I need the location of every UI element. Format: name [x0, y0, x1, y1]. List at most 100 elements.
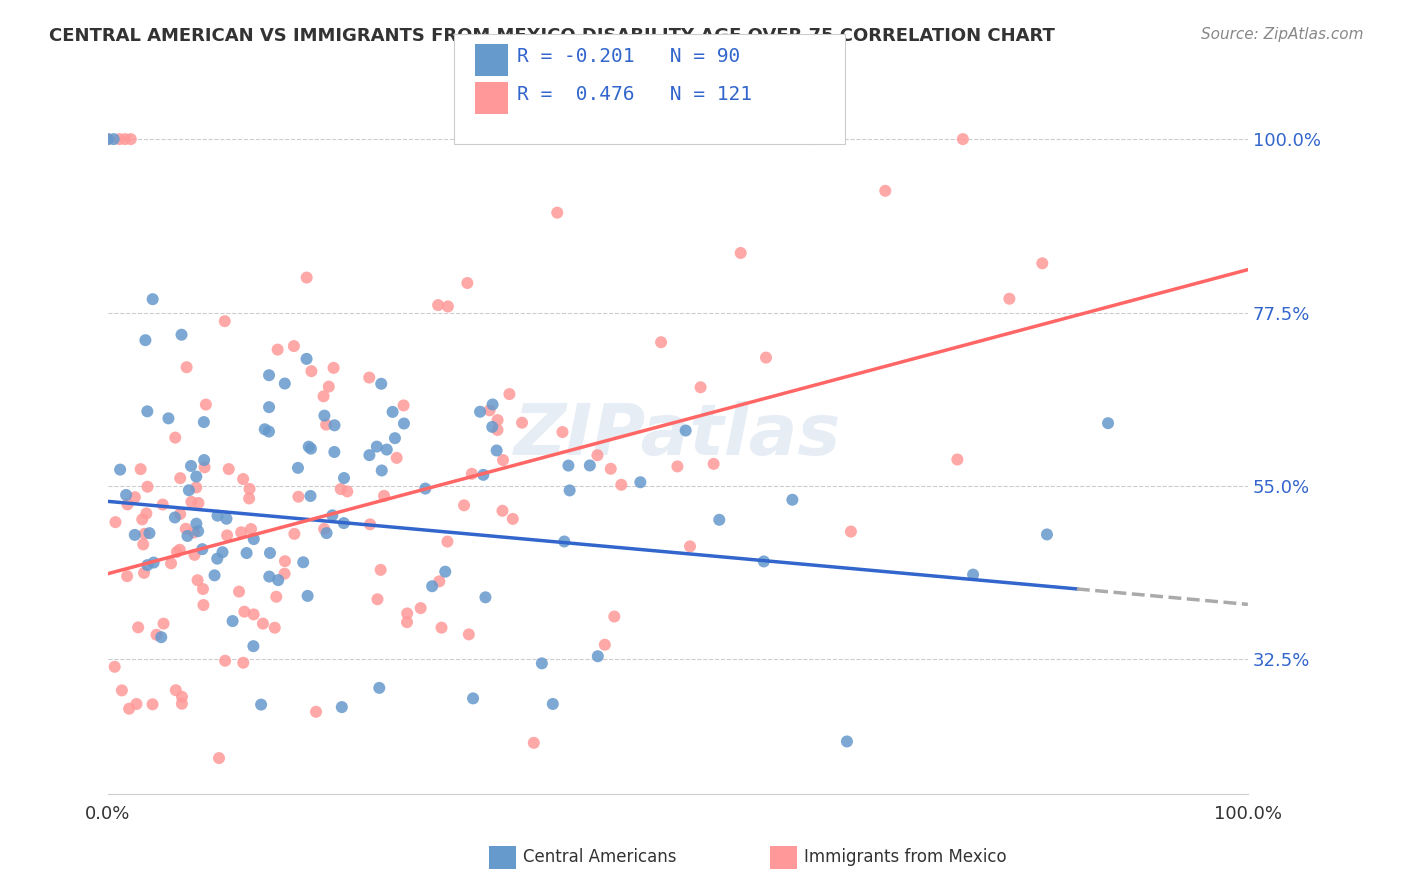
Point	[381, 405, 404, 419]
Point	[204, 568, 226, 582]
Point	[117, 497, 139, 511]
Point	[468, 405, 491, 419]
Point	[384, 431, 406, 445]
Point	[238, 491, 260, 506]
Text: Source: ZipAtlas.com: Source: ZipAtlas.com	[1201, 27, 1364, 42]
Point	[1097, 416, 1119, 430]
Point	[359, 448, 381, 462]
Point	[703, 457, 725, 471]
Point	[134, 526, 156, 541]
Point	[305, 705, 328, 719]
Point	[267, 573, 290, 587]
Point	[413, 482, 436, 496]
Point	[486, 423, 509, 437]
Point	[142, 292, 165, 306]
Point	[214, 314, 236, 328]
Point	[610, 477, 633, 491]
Point	[228, 584, 250, 599]
Point	[370, 376, 392, 391]
Point	[218, 462, 240, 476]
Point	[314, 522, 336, 536]
Point	[231, 525, 253, 540]
Point	[314, 409, 336, 423]
Point	[259, 569, 281, 583]
Point	[150, 630, 173, 644]
Point	[478, 403, 501, 417]
Point	[586, 448, 609, 462]
Point	[183, 548, 205, 562]
Point	[141, 698, 163, 712]
Point	[366, 592, 388, 607]
Point	[169, 471, 191, 485]
Point	[1031, 256, 1053, 270]
Point	[474, 591, 496, 605]
Point	[709, 513, 731, 527]
Point	[240, 522, 263, 536]
Point	[111, 683, 134, 698]
Point	[599, 462, 621, 476]
Point	[152, 616, 174, 631]
Point	[253, 422, 276, 436]
Point	[115, 488, 138, 502]
Point	[299, 489, 322, 503]
Point	[333, 471, 356, 485]
Point	[232, 472, 254, 486]
Point	[129, 462, 152, 476]
Point	[666, 459, 689, 474]
Point	[292, 555, 315, 569]
Point	[752, 554, 775, 568]
Text: R =  0.476   N = 121: R = 0.476 N = 121	[517, 85, 752, 104]
Point	[207, 508, 229, 523]
Point	[530, 657, 553, 671]
Point	[207, 551, 229, 566]
Point	[97, 132, 120, 146]
Point	[103, 132, 125, 146]
Point	[266, 343, 288, 357]
Point	[395, 615, 418, 629]
Point	[176, 360, 198, 375]
Point	[238, 482, 260, 496]
Point	[274, 554, 297, 568]
Point	[157, 411, 180, 425]
Point	[242, 639, 264, 653]
Point	[283, 339, 305, 353]
Point	[730, 246, 752, 260]
Point	[336, 484, 359, 499]
Point	[392, 417, 415, 431]
Point	[461, 467, 484, 481]
Text: ZIPatlas: ZIPatlas	[515, 401, 842, 470]
Point	[323, 418, 346, 433]
Point	[257, 425, 280, 439]
Point	[551, 425, 574, 439]
Point	[193, 453, 215, 467]
Point	[136, 480, 159, 494]
Point	[523, 736, 546, 750]
Point	[323, 445, 346, 459]
Point	[160, 557, 183, 571]
Point	[108, 132, 131, 146]
Point	[242, 532, 264, 546]
Point	[187, 573, 209, 587]
Point	[186, 516, 208, 531]
Point	[177, 483, 200, 498]
Point	[145, 628, 167, 642]
Point	[998, 292, 1021, 306]
Point	[120, 132, 142, 146]
Point	[163, 510, 186, 524]
Point	[396, 607, 419, 621]
Point	[579, 458, 602, 473]
Point	[131, 512, 153, 526]
Point	[135, 507, 157, 521]
Point	[186, 469, 208, 483]
Point	[170, 327, 193, 342]
Point	[481, 420, 503, 434]
Point	[434, 565, 457, 579]
Point	[115, 569, 138, 583]
Point	[127, 620, 149, 634]
Point	[359, 517, 381, 532]
Point	[650, 335, 672, 350]
Point	[263, 621, 285, 635]
Point	[755, 351, 778, 365]
Point	[194, 398, 217, 412]
Point	[375, 442, 398, 457]
